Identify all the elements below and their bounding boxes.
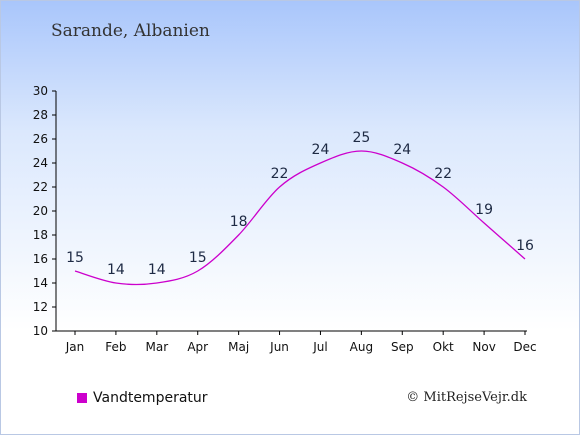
data-label: 24: [393, 142, 411, 158]
y-tick-label: 24: [33, 156, 48, 170]
y-tick-label: 16: [33, 252, 48, 266]
x-tick-label: Apr: [187, 340, 208, 354]
data-label: 18: [230, 214, 248, 230]
y-tick-label: 14: [33, 276, 48, 290]
data-label: 14: [148, 262, 166, 278]
y-tick-label: 12: [33, 300, 48, 314]
x-tick-label: Aug: [350, 340, 373, 354]
series-line-vandtemperatur: [74, 150, 526, 286]
x-tick-label: Mar: [145, 340, 168, 354]
x-tick-label: Jul: [312, 340, 327, 354]
y-tick-label: 22: [33, 180, 48, 194]
y-tick-label: 28: [33, 108, 48, 122]
y-tick-label: 20: [33, 204, 48, 218]
data-label: 16: [516, 238, 534, 254]
data-label: 15: [189, 250, 207, 266]
axes: 10 12 14 16 18 20 22 24 26 28 30 Jan Feb Mar Apr Maj Jun…: [33, 84, 537, 354]
x-tick-label: Jun: [269, 340, 289, 354]
data-label: 24: [312, 142, 330, 158]
chart-title: Sarande, Albanien: [51, 21, 210, 41]
x-tick-label: Feb: [105, 340, 126, 354]
data-label: 25: [352, 130, 370, 146]
x-tick-label: Dec: [513, 340, 536, 354]
data-label: 22: [271, 166, 289, 182]
credit-text: © MitRejseVejr.dk: [406, 390, 527, 405]
x-tick-label: Sep: [391, 340, 414, 354]
data-label: 15: [66, 250, 84, 266]
x-tick-label: Nov: [472, 340, 495, 354]
y-tick-label: 18: [33, 228, 48, 242]
x-tick-label: Maj: [228, 340, 249, 354]
y-tick-label: 30: [33, 84, 48, 98]
data-labels: 15 14 14 15 18 22 24 25 24 22 19 16: [66, 130, 534, 278]
legend-swatch: [77, 393, 87, 403]
legend-label: Vandtemperatur: [93, 390, 208, 406]
y-tick-label: 26: [33, 132, 48, 146]
data-label: 19: [475, 202, 493, 218]
series-line-group: [74, 150, 526, 286]
data-label: 14: [107, 262, 125, 278]
legend: Vandtemperatur: [77, 390, 208, 406]
data-label: 22: [434, 166, 452, 182]
x-tick-label: Jan: [65, 340, 85, 354]
y-tick-label: 10: [33, 324, 48, 338]
x-tick-label: Okt: [433, 340, 454, 354]
